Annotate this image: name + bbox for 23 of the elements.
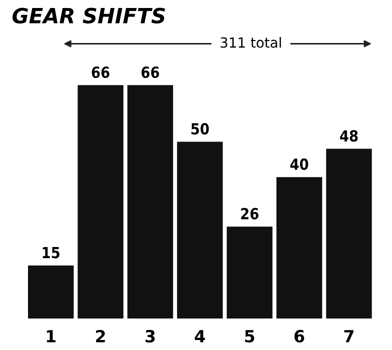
bar xyxy=(276,177,322,318)
chart-title: GEAR SHIFTS xyxy=(12,8,165,24)
x-tick-label: 3 xyxy=(146,330,155,343)
bar xyxy=(226,226,272,318)
x-tick-label: 2 xyxy=(96,330,105,342)
data-label: 66 xyxy=(142,66,160,78)
bar xyxy=(127,85,174,318)
data-label: 48 xyxy=(340,130,358,142)
data-label: 15 xyxy=(42,246,60,258)
bar xyxy=(177,142,223,318)
data-label: 40 xyxy=(290,158,308,170)
text: 311 total xyxy=(220,37,281,48)
x-tick-label: 6 xyxy=(294,330,304,343)
data-label: 26 xyxy=(241,208,258,220)
bar xyxy=(326,148,372,318)
bar xyxy=(28,265,74,318)
x-tick-label: 5 xyxy=(245,330,254,343)
data-label: 66 xyxy=(92,66,110,78)
x-tick-label: 1 xyxy=(46,330,56,342)
x-tick-label: 4 xyxy=(194,330,205,342)
bar xyxy=(78,85,124,318)
x-tick-label: 7 xyxy=(344,330,354,342)
data-label: 50 xyxy=(191,123,209,135)
